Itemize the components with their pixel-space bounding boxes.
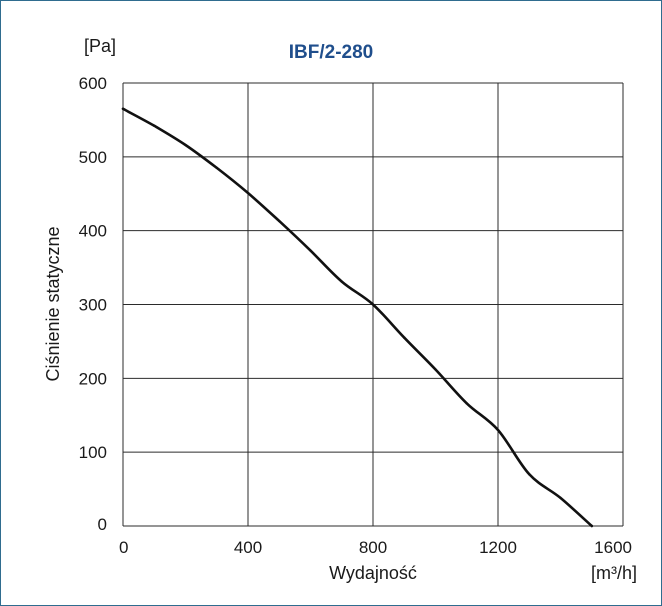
- data-point: [184, 143, 187, 147]
- data-point: [215, 166, 218, 170]
- data-point: [528, 473, 531, 476]
- data-point: [340, 280, 343, 283]
- y-tick-label: 300: [79, 296, 107, 315]
- y-tick-label: 500: [79, 148, 107, 167]
- y-axis-label: Ciśnienie statyczne: [43, 226, 63, 381]
- y-tick-label: 400: [79, 222, 107, 241]
- chart-title: IBF/2-280: [289, 42, 373, 63]
- x-tick-label: 1600: [594, 538, 632, 557]
- series: [121, 107, 594, 528]
- x-tick-label: 400: [234, 538, 262, 557]
- data-point: [496, 428, 500, 432]
- data-point: [278, 219, 281, 223]
- x-axis-label: Wydajność: [329, 563, 417, 583]
- x-unit-label: [m³/h]: [591, 563, 637, 583]
- data-point: [246, 191, 250, 195]
- y-tick-label: 100: [79, 443, 107, 462]
- data-point: [371, 303, 375, 306]
- data-point: [121, 107, 125, 111]
- tick-labels: 0 400 800 1200 1600 0 100 200 300 400 500 600: [79, 74, 632, 557]
- y-unit-label: [Pa]: [84, 36, 116, 56]
- data-point: [434, 368, 437, 371]
- y-tick-label: 0: [98, 515, 107, 534]
- x-tick-label: 1200: [479, 538, 517, 557]
- data-point: [465, 402, 468, 405]
- y-tick-label: 600: [79, 74, 107, 93]
- data-point: [559, 496, 562, 500]
- series-line: [121, 107, 594, 528]
- x-tick-label: 0: [119, 538, 128, 557]
- data-point: [309, 249, 312, 252]
- data-point: [590, 524, 593, 528]
- y-tick-label: 200: [79, 369, 107, 388]
- x-tick-label: 800: [359, 538, 387, 557]
- data-point: [153, 124, 156, 128]
- data-point: [403, 336, 406, 339]
